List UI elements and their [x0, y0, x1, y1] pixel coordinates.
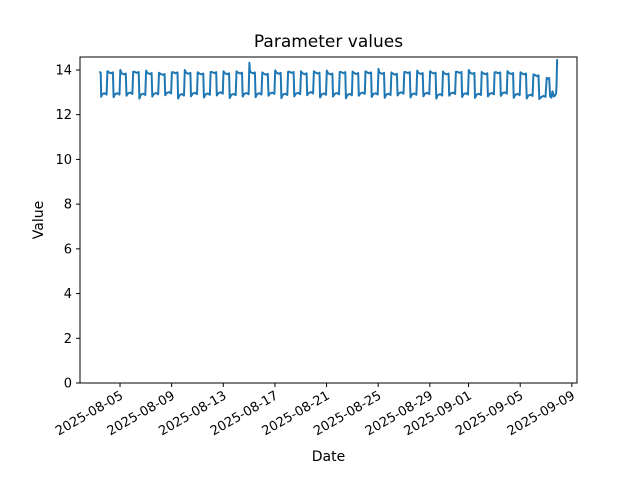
y-tick-label: 4 [64, 287, 72, 302]
y-tick-label: 12 [55, 108, 72, 123]
data-line-parameter [99, 58, 559, 100]
y-tick-label: 6 [64, 242, 72, 257]
chart-title: Parameter values [253, 32, 404, 52]
x-axis-title: Date [311, 449, 346, 465]
y-tick-label: 0 [64, 377, 72, 392]
y-tick-label: 8 [64, 198, 72, 213]
y-tick-label: 14 [55, 63, 72, 78]
y-tick-label: 2 [64, 332, 72, 347]
plot-border [79, 56, 578, 384]
y-tick-label: 10 [55, 153, 72, 168]
